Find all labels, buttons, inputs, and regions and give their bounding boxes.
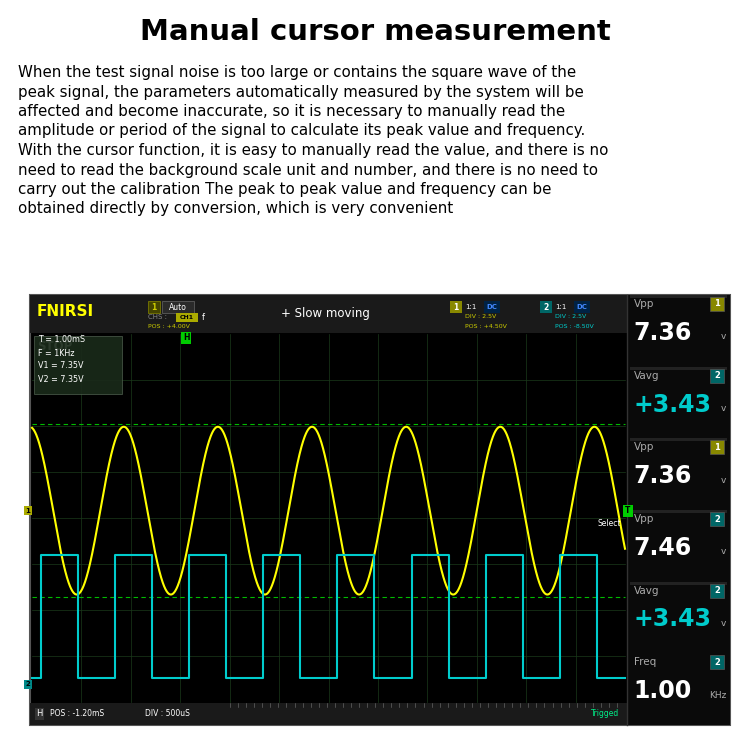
- Text: Manual cursor measurement: Manual cursor measurement: [140, 18, 610, 46]
- Bar: [574, 301, 590, 313]
- Text: 1: 1: [453, 302, 458, 311]
- Text: Vpp: Vpp: [634, 299, 654, 309]
- FancyArrow shape: [24, 506, 32, 515]
- Text: v: v: [721, 619, 726, 628]
- Text: POS : +4.00V: POS : +4.00V: [148, 323, 190, 328]
- Bar: [176, 313, 198, 322]
- Text: Select: Select: [598, 519, 621, 528]
- Text: Trigged: Trigged: [591, 710, 619, 718]
- Text: +3.43: +3.43: [633, 608, 711, 631]
- FancyArrow shape: [24, 680, 32, 688]
- Text: V1 = 7.35V: V1 = 7.35V: [38, 362, 83, 370]
- Text: amplitude or period of the signal to calculate its peak value and frequency.: amplitude or period of the signal to cal…: [18, 124, 585, 139]
- Text: 1:1: 1:1: [465, 304, 476, 310]
- Text: 2: 2: [714, 371, 720, 380]
- Text: 2: 2: [26, 681, 30, 687]
- Text: 1: 1: [26, 508, 31, 514]
- Text: peak signal, the parameters automatically measured by the system will be: peak signal, the parameters automaticall…: [18, 85, 584, 100]
- Bar: [710, 584, 724, 598]
- Text: 7.36: 7.36: [633, 464, 692, 488]
- Text: 1.00: 1.00: [633, 680, 692, 703]
- Text: need to read the background scale unit and number, and there is no need to: need to read the background scale unit a…: [18, 163, 598, 178]
- Bar: [30, 295, 627, 333]
- Text: STOP: STOP: [37, 340, 72, 352]
- Text: carry out the calibration The peak to peak value and frequency can be: carry out the calibration The peak to pe…: [18, 182, 551, 197]
- Bar: [710, 297, 724, 311]
- Text: 2: 2: [714, 514, 720, 523]
- Text: T: T: [626, 506, 631, 515]
- Text: H: H: [183, 334, 190, 343]
- Text: v: v: [721, 476, 726, 484]
- Text: Freq: Freq: [634, 657, 656, 668]
- Text: Vpp: Vpp: [634, 514, 654, 524]
- Text: FNIRSI: FNIRSI: [37, 304, 94, 320]
- Text: +3.43: +3.43: [633, 392, 711, 416]
- Text: Vavg: Vavg: [634, 370, 659, 381]
- Text: CHS :: CHS :: [148, 314, 167, 320]
- Bar: [630, 510, 727, 513]
- Text: 2: 2: [714, 586, 720, 596]
- Bar: [630, 295, 727, 298]
- Text: affected and become inaccurate, so it is necessary to manually read the: affected and become inaccurate, so it is…: [18, 104, 566, 119]
- Text: v: v: [721, 404, 726, 413]
- Text: DIV : 2.5V: DIV : 2.5V: [465, 314, 496, 320]
- Bar: [30, 703, 627, 725]
- Text: DC: DC: [577, 304, 587, 310]
- Text: F = 1KHz: F = 1KHz: [38, 349, 74, 358]
- Text: 1: 1: [714, 442, 720, 452]
- Text: DIV : 500uS: DIV : 500uS: [145, 710, 190, 718]
- Text: DC: DC: [487, 304, 497, 310]
- Bar: [450, 301, 462, 313]
- Bar: [623, 505, 633, 517]
- Bar: [148, 301, 160, 313]
- Text: POS : +4.50V: POS : +4.50V: [465, 323, 507, 328]
- Bar: [30, 295, 730, 725]
- Text: f: f: [202, 313, 205, 322]
- Bar: [710, 512, 724, 526]
- Text: T = 1.00mS: T = 1.00mS: [38, 335, 85, 344]
- Bar: [484, 301, 500, 313]
- Bar: [710, 440, 724, 454]
- Bar: [710, 369, 724, 382]
- Text: v: v: [721, 548, 726, 556]
- Text: Auto: Auto: [169, 302, 187, 311]
- Text: 2: 2: [543, 302, 548, 311]
- Text: When the test signal noise is too large or contains the square wave of the: When the test signal noise is too large …: [18, 65, 576, 80]
- Bar: [162, 301, 194, 313]
- Text: KHz: KHz: [709, 691, 726, 700]
- Bar: [630, 582, 727, 585]
- Text: 1: 1: [714, 299, 720, 308]
- Text: Vpp: Vpp: [634, 442, 654, 452]
- Text: 7.46: 7.46: [633, 536, 692, 560]
- Text: V2 = 7.35V: V2 = 7.35V: [38, 374, 84, 383]
- Text: Vavg: Vavg: [634, 586, 659, 596]
- Bar: [710, 656, 724, 669]
- Text: + Slow moving: + Slow moving: [280, 308, 370, 320]
- Text: 1: 1: [152, 302, 157, 311]
- Text: POS : -8.50V: POS : -8.50V: [555, 323, 594, 328]
- Text: 1:1: 1:1: [555, 304, 566, 310]
- Text: DIV : 2.5V: DIV : 2.5V: [555, 314, 586, 320]
- Bar: [182, 332, 191, 344]
- Text: POS : -1.20mS: POS : -1.20mS: [50, 710, 104, 718]
- Text: CH1: CH1: [180, 315, 194, 320]
- Bar: [627, 295, 730, 725]
- Bar: [540, 301, 552, 313]
- Text: 7.36: 7.36: [633, 321, 692, 345]
- Text: obtained directly by conversion, which is very convenient: obtained directly by conversion, which i…: [18, 202, 453, 217]
- Text: v: v: [721, 332, 726, 341]
- Bar: [34, 336, 122, 394]
- Bar: [630, 438, 727, 441]
- Text: With the cursor function, it is easy to manually read the value, and there is no: With the cursor function, it is easy to …: [18, 143, 608, 158]
- Text: 2: 2: [714, 658, 720, 667]
- Text: H: H: [36, 710, 42, 718]
- Bar: [630, 367, 727, 370]
